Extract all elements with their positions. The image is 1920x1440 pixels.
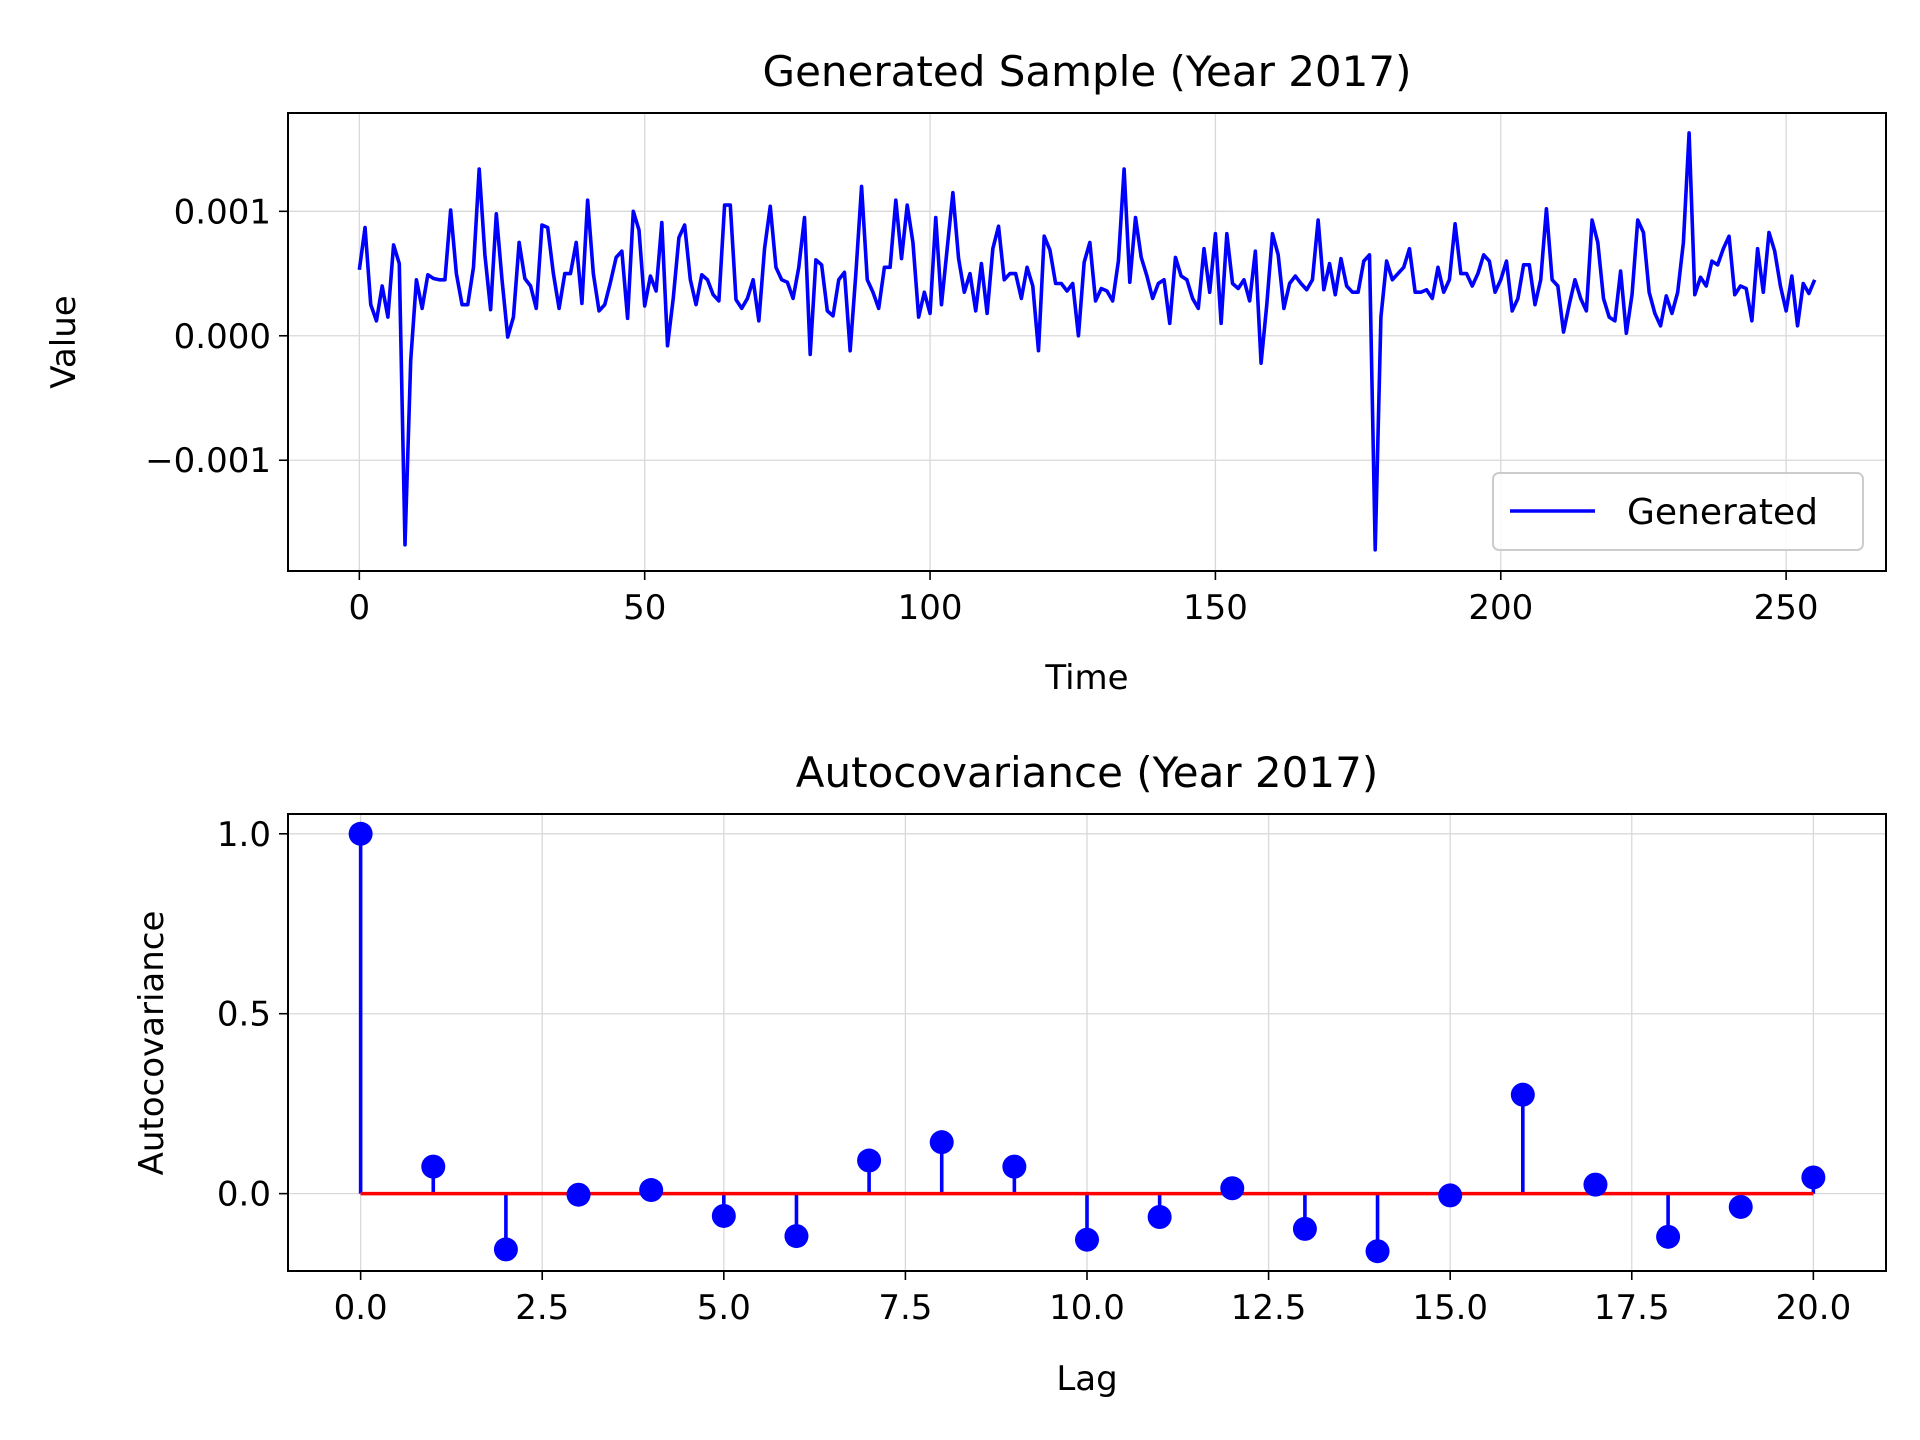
grid xyxy=(288,113,1886,571)
y-tick-label: 0.5 xyxy=(217,995,271,1035)
x-tick-label: 7.5 xyxy=(878,1288,932,1328)
time-series-panel: 0 50 100 150 200 250 −0.001 0.000 0.001 Generate… xyxy=(44,47,1887,698)
legend-box xyxy=(1492,472,1864,551)
x-tick-label: 2.5 xyxy=(515,1288,569,1328)
autocovariance-panel: 0.0 2.5 5.0 7.5 10.0 12.5 15.0 17.5 20.0 0.0 0.5 1.… xyxy=(132,748,1887,1399)
y-tick-label: −0.001 xyxy=(145,441,271,481)
series-line-generated xyxy=(357,131,1817,552)
stem-marker xyxy=(1583,1172,1608,1197)
stem-marker xyxy=(857,1148,882,1173)
x-tick-label: 17.5 xyxy=(1594,1288,1670,1328)
x-tick-label: 0.0 xyxy=(334,1288,388,1328)
stem-marker xyxy=(1438,1183,1463,1208)
axis-ticks: 0.0 2.5 5.0 7.5 10.0 12.5 15.0 17.5 20.0 0.0 0.5 1.… xyxy=(217,815,1851,1328)
stem-marker xyxy=(711,1203,736,1228)
y-tick-label: 1.0 xyxy=(217,815,271,855)
y-tick-label: 0.001 xyxy=(174,192,271,232)
stem-marker xyxy=(1365,1239,1390,1264)
chart-title: Autocovariance (Year 2017) xyxy=(796,748,1378,797)
stem-marker xyxy=(348,821,373,846)
axes-frame xyxy=(287,112,1887,572)
stem-marker xyxy=(1510,1082,1535,1107)
stem-marker xyxy=(639,1178,664,1203)
x-axis-label: Time xyxy=(1044,658,1128,698)
x-tick-label: 12.5 xyxy=(1231,1288,1307,1328)
stem-marker xyxy=(1002,1154,1027,1179)
stem-marker xyxy=(1728,1194,1753,1219)
stem-marker xyxy=(1220,1176,1245,1201)
stem-marker xyxy=(566,1182,591,1207)
y-axis-label: Autocovariance xyxy=(132,911,172,1176)
stem-marker xyxy=(1656,1224,1681,1249)
stem-marker xyxy=(1292,1216,1317,1241)
legend-label: Generated xyxy=(1627,492,1818,533)
axes-frame xyxy=(287,813,1887,1272)
x-tick-label: 5.0 xyxy=(697,1288,751,1328)
stem-marker xyxy=(1801,1165,1826,1190)
plot-area xyxy=(348,821,1826,1264)
stem-marker xyxy=(929,1130,954,1155)
y-tick-label: 0.000 xyxy=(174,317,271,357)
x-tick-label: 10.0 xyxy=(1049,1288,1125,1328)
axis-ticks: 0 50 100 150 200 250 −0.001 0.000 0.001 xyxy=(145,192,1818,628)
x-tick-label: 20.0 xyxy=(1776,1288,1852,1328)
stem-marker xyxy=(1147,1205,1172,1230)
x-tick-label: 0 xyxy=(349,588,371,628)
x-axis-label: Lag xyxy=(1056,1359,1117,1399)
plot-area xyxy=(357,131,1817,552)
stem-marker xyxy=(1075,1227,1099,1252)
y-tick-label: 0.0 xyxy=(217,1175,271,1215)
y-axis-label: Value xyxy=(44,295,84,388)
x-tick-label: 50 xyxy=(623,588,666,628)
stem-marker xyxy=(493,1237,518,1262)
legend: Generated xyxy=(1492,472,1864,551)
x-tick-label: 200 xyxy=(1468,588,1533,628)
x-tick-label: 150 xyxy=(1183,588,1248,628)
stem-marker xyxy=(784,1224,809,1249)
stem-marker xyxy=(421,1154,446,1179)
x-tick-label: 100 xyxy=(898,588,963,628)
x-tick-label: 250 xyxy=(1754,588,1819,628)
x-tick-label: 15.0 xyxy=(1412,1288,1488,1328)
chart-title: Generated Sample (Year 2017) xyxy=(763,47,1412,96)
